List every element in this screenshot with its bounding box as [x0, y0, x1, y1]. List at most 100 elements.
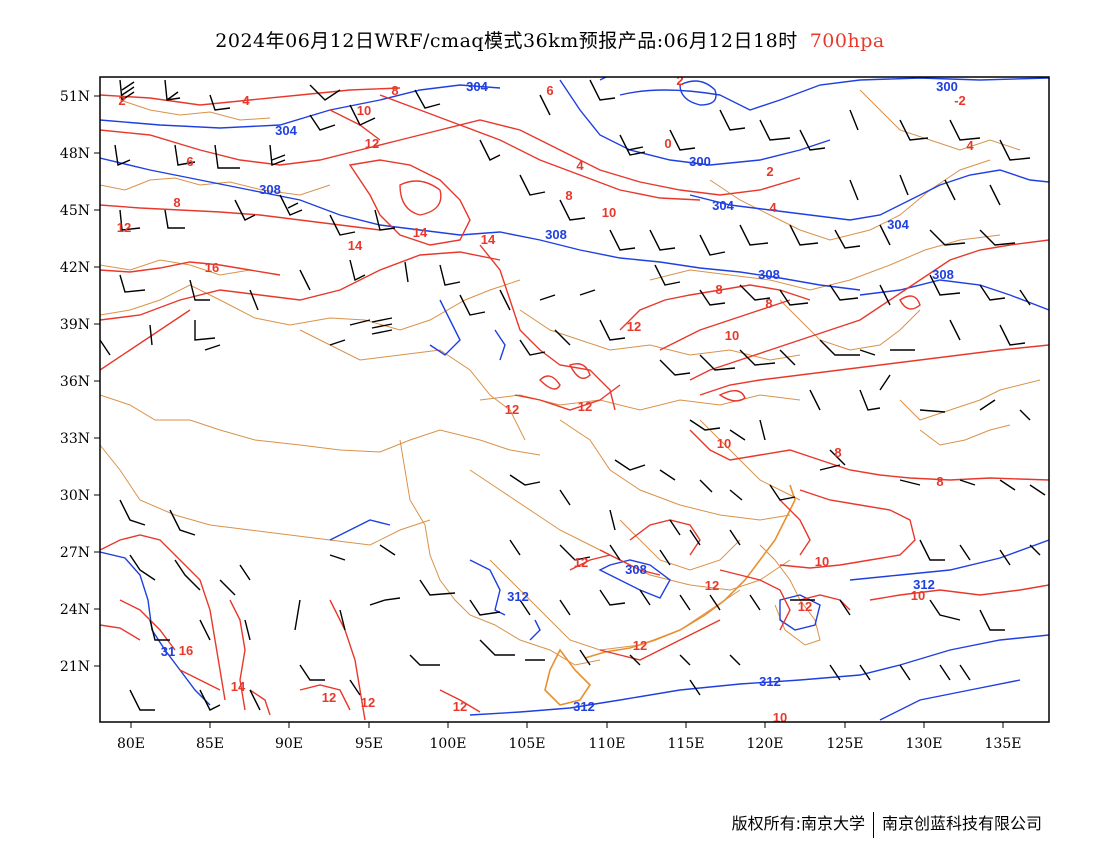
height-label: 308 — [758, 267, 780, 282]
height-label: 308 — [545, 227, 567, 242]
coastline — [544, 484, 796, 706]
temp-label: 12 — [578, 399, 592, 414]
height-label: 304 — [275, 123, 297, 138]
height-label: 308 — [625, 562, 647, 577]
wind-barbs — [100, 79, 1046, 711]
height-label: 304 — [712, 198, 734, 213]
temp-label: 4 — [966, 138, 974, 153]
x-tick-label: 120E — [747, 736, 784, 752]
temp-label: 14 — [231, 679, 246, 694]
temp-label: 12 — [365, 136, 379, 151]
temp-label: 4 — [242, 93, 250, 108]
y-tick-label: 21N — [60, 659, 90, 675]
x-tick-label: 85E — [196, 736, 224, 752]
temp-label: 4 — [769, 200, 777, 215]
y-tick-label: 51N — [60, 89, 90, 105]
height-contours — [100, 77, 1049, 721]
temp-label: 10 — [357, 103, 371, 118]
height-label: 304 — [466, 79, 488, 94]
temp-label: 14 — [481, 232, 496, 247]
y-tick-label: 48N — [60, 146, 90, 162]
x-tick-label: 80E — [117, 736, 145, 752]
temp-label: 2 — [118, 93, 125, 108]
temperature-contours — [100, 87, 1049, 721]
height-label: 308 — [932, 267, 954, 282]
height-label: 312 — [759, 674, 781, 689]
temp-label: 10 — [815, 554, 829, 569]
height-label: 308 — [259, 182, 281, 197]
temp-label: 14 — [413, 225, 428, 240]
height-label: 300 — [689, 154, 711, 169]
temp-label: 12 — [627, 319, 641, 334]
map-title: 2024年06月12日WRF/cmaq模式36km预报产品:06月12日18时 7… — [0, 26, 1100, 53]
temp-label: 6 — [546, 83, 553, 98]
x-tick-label: 105E — [509, 736, 546, 752]
x-tick-label: 100E — [430, 736, 467, 752]
temp-label: 12 — [574, 555, 588, 570]
temp-label: 10 — [717, 436, 731, 451]
temp-label: 12 — [633, 638, 647, 653]
x-tick-label: 115E — [668, 736, 705, 752]
temp-label: 12 — [361, 695, 375, 710]
copyright-owner: 版权所有:南京大学 — [731, 814, 865, 833]
y-axis — [94, 95, 100, 667]
height-label: 304 — [887, 217, 909, 232]
height-label: 312 — [507, 589, 529, 604]
y-tick-label: 24N — [60, 602, 90, 618]
temp-label: 8 — [173, 195, 180, 210]
y-tick-label: 33N — [60, 431, 90, 447]
temp-label: 12 — [705, 578, 719, 593]
y-tick-label: 36N — [60, 374, 90, 390]
temp-label: 2 — [766, 164, 773, 179]
company-name: 南京创蓝科技有限公司 — [881, 814, 1042, 833]
temp-label: 8 — [565, 188, 572, 203]
temp-label: 12 — [798, 599, 812, 614]
temp-label: -2 — [954, 93, 966, 108]
height-label: 31 — [161, 644, 175, 659]
temp-label: 8 — [936, 474, 943, 489]
map-frame — [99, 76, 1050, 723]
temp-label: 12 — [453, 699, 467, 714]
height-label: 312 — [913, 577, 935, 592]
footer-divider — [872, 811, 874, 838]
y-tick-label: 39N — [60, 317, 90, 333]
x-tick-label: 110E — [589, 736, 626, 752]
temp-label: 8 — [391, 83, 398, 98]
temp-label: 8 — [715, 282, 722, 297]
temp-label: 0 — [664, 136, 671, 151]
height-label: 300 — [936, 79, 958, 94]
temp-label: 10 — [725, 328, 739, 343]
temp-label: 16 — [179, 643, 193, 658]
temp-label: 10 — [911, 588, 925, 603]
temp-label: 8 — [834, 445, 841, 460]
x-tick-label: 135E — [985, 736, 1022, 752]
temp-label: 16 — [205, 260, 219, 275]
x-axis — [130, 722, 1004, 728]
temp-label: 12 — [117, 220, 131, 235]
height-contour-labels: 304 304 308 300 300 304 304 308 308 308 … — [161, 79, 958, 714]
height-label: 312 — [573, 699, 595, 714]
y-tick-label: 27N — [60, 545, 90, 561]
title-text: 2024年06月12日WRF/cmaq模式36km预报产品:06月12日18时 — [215, 30, 798, 52]
temp-label: 12 — [322, 690, 336, 705]
y-tick-label: 30N — [60, 488, 90, 504]
temp-label: 10 — [602, 205, 616, 220]
x-tick-label: 90E — [275, 736, 303, 752]
temp-label: 6 — [186, 154, 193, 169]
copyright-footer: 版权所有:南京大学 南京创蓝科技有限公司 — [732, 810, 1042, 838]
temp-label: 14 — [348, 238, 363, 253]
x-tick-label: 95E — [355, 736, 383, 752]
x-tick-label: 125E — [827, 736, 864, 752]
x-tick-label: 130E — [906, 736, 943, 752]
y-tick-label: 45N — [60, 203, 90, 219]
pressure-level-label: 700hpa — [809, 30, 885, 52]
temp-label: 4 — [576, 158, 584, 173]
temperature-contour-labels: 2 4 6 8 10 12 8 6 2 0 4 8 10 4 2 4 -2 14… — [117, 73, 975, 725]
temp-label: 8 — [765, 296, 772, 311]
temp-label: 12 — [505, 402, 519, 417]
temp-label: 10 — [773, 710, 787, 725]
y-tick-label: 42N — [60, 260, 90, 276]
province-borders — [100, 89, 1041, 666]
temp-label: 2 — [676, 73, 683, 88]
